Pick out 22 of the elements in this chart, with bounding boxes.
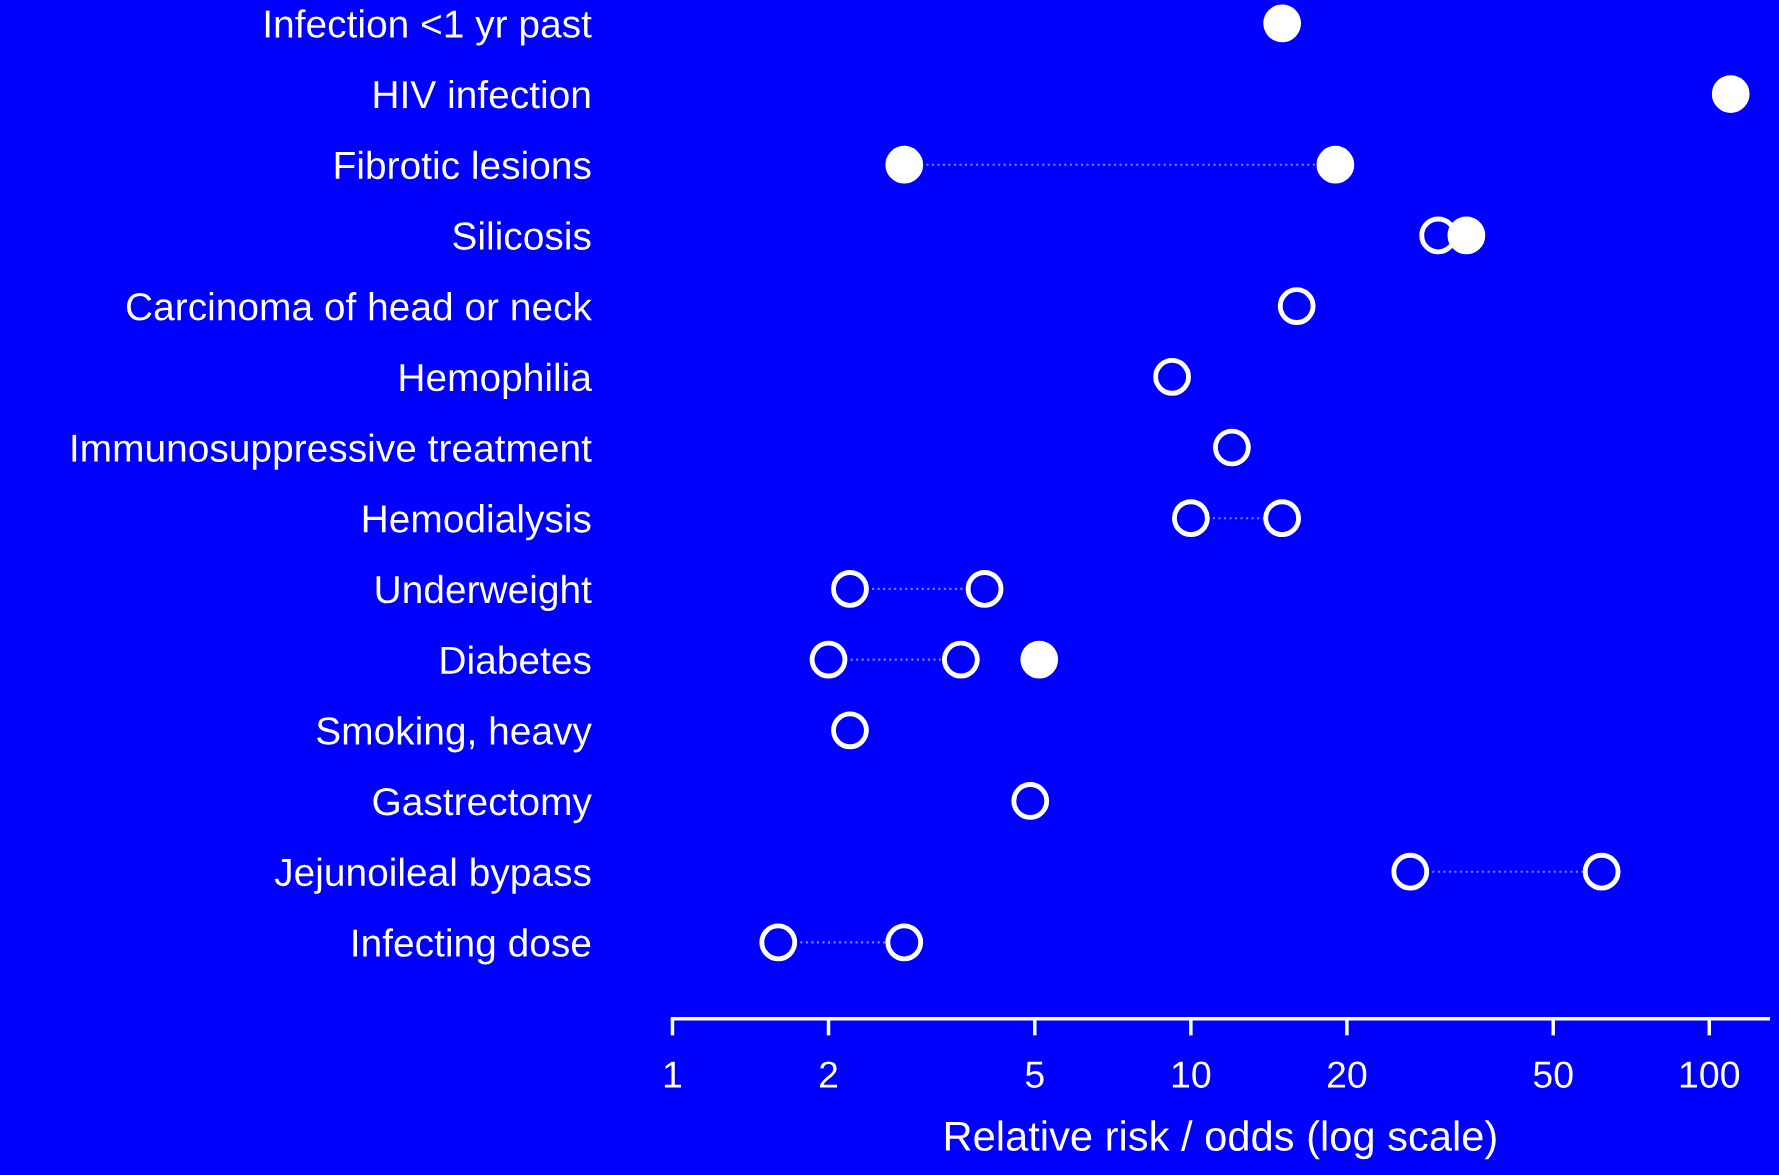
x-tick-label: 2 — [819, 1061, 838, 1088]
y-tick-label: Smoking, heavy — [317, 716, 592, 753]
x-tick-label: 5 — [1025, 1061, 1044, 1088]
y-tick-label: Infection <1 yr past — [265, 9, 592, 46]
y-tick-label: Hemophilia — [400, 362, 592, 399]
y-tick-label: Silicosis — [453, 221, 591, 250]
x-tick-label: 10 — [1172, 1061, 1211, 1088]
y-tick-label: Jejunoileal bypass — [274, 857, 591, 894]
y-tick-label: Immunosuppressive treatment — [72, 433, 592, 470]
y-tick-label: Diabetes — [441, 645, 591, 675]
y-tick-label: Gastrectomy — [373, 787, 592, 824]
y-tick-label: Infecting dose — [353, 928, 591, 965]
y-tick-label: Carcinoma of head or neck — [127, 292, 592, 321]
y-tick-label: Underweight — [376, 574, 592, 612]
y-tick-label: Fibrotic lesions — [335, 150, 591, 180]
x-tick-label: 100 — [1680, 1061, 1740, 1088]
x-axis-title: Relative risk / odds (log scale) — [945, 1120, 1496, 1160]
x-tick-label: 50 — [1533, 1061, 1573, 1088]
x-tick-label: 1 — [664, 1061, 682, 1088]
x-tick-label: 20 — [1327, 1061, 1367, 1088]
y-tick-label: Hemodialysis — [363, 504, 591, 541]
y-tick-label: HIV infection — [374, 79, 590, 109]
